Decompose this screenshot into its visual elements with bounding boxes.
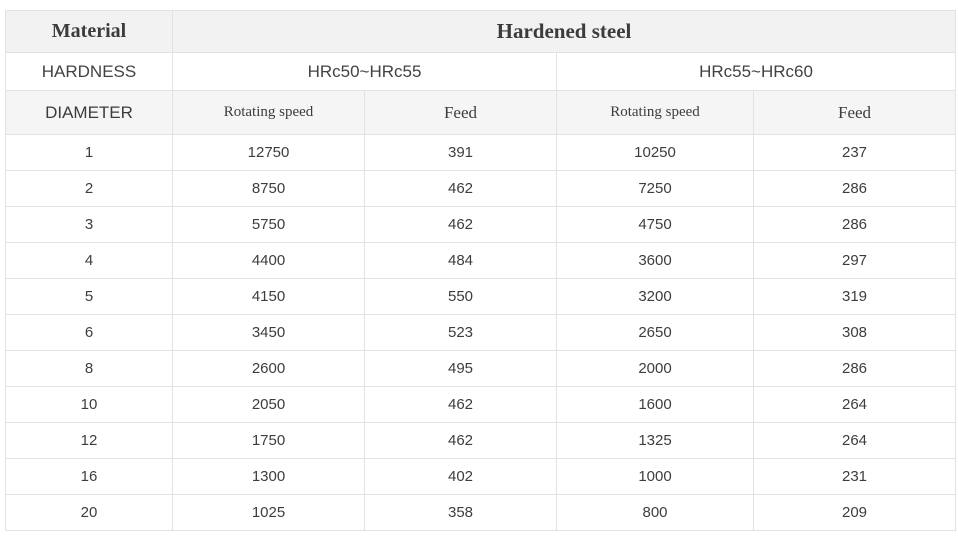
diameter-cell: 1 — [5, 134, 173, 171]
rotating-speed-value: 3200 — [556, 278, 754, 315]
feed-value: 550 — [364, 278, 557, 315]
rotating-speed-value: 2650 — [556, 314, 754, 351]
feed-value: 286 — [752, 206, 957, 243]
diameter-cell: 20 — [5, 494, 173, 531]
diameter-cell: 3 — [5, 206, 173, 243]
drilling-parameters-table: Material Hardened steel HARDNESS HRc50~H… — [5, 10, 957, 531]
rotating-speed-value: 1025 — [172, 494, 365, 531]
table-row: 10 2050 462 1600 264 — [5, 386, 957, 423]
table-header-rows: Material Hardened steel HARDNESS HRc50~H… — [5, 10, 957, 135]
rotating-speed-value: 10250 — [556, 134, 754, 171]
feed-value: 462 — [364, 206, 557, 243]
feed-header-1: Feed — [364, 90, 557, 135]
table-row: 2 8750 462 7250 286 — [5, 170, 957, 207]
rotating-speed-value: 2000 — [556, 350, 754, 387]
feed-header-2: Feed — [752, 90, 957, 135]
rotating-speed-value: 12750 — [172, 134, 365, 171]
feed-value: 319 — [752, 278, 957, 315]
material-value-cell: Hardened steel — [171, 10, 957, 53]
diameter-cell: 6 — [5, 314, 173, 351]
diameter-header-cell: DIAMETER — [5, 90, 173, 135]
rotating-speed-value: 1000 — [556, 458, 754, 495]
feed-value: 286 — [752, 350, 957, 387]
feed-value: 308 — [752, 314, 957, 351]
feed-value: 264 — [752, 386, 957, 423]
rotating-speed-value: 4400 — [172, 242, 365, 279]
feed-value: 297 — [752, 242, 957, 279]
rotating-speed-value: 2600 — [172, 350, 365, 387]
hardness-range-1-cell: HRc50~HRc55 — [172, 52, 557, 91]
rotating-speed-value: 1325 — [556, 422, 754, 459]
rotating-speed-value: 3450 — [172, 314, 365, 351]
diameter-cell: 2 — [5, 170, 173, 207]
feed-value: 391 — [364, 134, 557, 171]
feed-value: 231 — [752, 458, 957, 495]
rotating-speed-value: 5750 — [172, 206, 365, 243]
diameter-cell: 5 — [5, 278, 173, 315]
rotating-speed-value: 2050 — [172, 386, 365, 423]
rotating-speed-header-2: Rotating speed — [556, 90, 754, 135]
feed-value: 402 — [364, 458, 557, 495]
hardness-row: HARDNESS HRc50~HRc55 HRc55~HRc60 — [5, 52, 957, 91]
diameter-cell: 8 — [5, 350, 173, 387]
table-row: 20 1025 358 800 209 — [5, 494, 957, 531]
feed-value: 462 — [364, 170, 557, 207]
feed-value: 495 — [364, 350, 557, 387]
rotating-speed-value: 8750 — [172, 170, 365, 207]
diameter-cell: 12 — [5, 422, 173, 459]
feed-value: 264 — [752, 422, 957, 459]
rotating-speed-value: 1300 — [172, 458, 365, 495]
table-row: 16 1300 402 1000 231 — [5, 458, 957, 495]
feed-value: 462 — [364, 422, 557, 459]
rotating-speed-value: 7250 — [556, 170, 754, 207]
table-row: 6 3450 523 2650 308 — [5, 314, 957, 351]
feed-value: 286 — [752, 170, 957, 207]
rotating-speed-value: 800 — [556, 494, 754, 531]
table-row: 1 12750 391 10250 237 — [5, 134, 957, 171]
hardness-range-2-cell: HRc55~HRc60 — [555, 52, 957, 91]
feed-value: 358 — [364, 494, 557, 531]
material-header-cell: Material — [5, 10, 173, 53]
feed-value: 523 — [364, 314, 557, 351]
table-row: 5 4150 550 3200 319 — [5, 278, 957, 315]
rotating-speed-value: 4150 — [172, 278, 365, 315]
feed-value: 209 — [752, 494, 957, 531]
feed-value: 237 — [752, 134, 957, 171]
table-row: 4 4400 484 3600 297 — [5, 242, 957, 279]
feed-value: 462 — [364, 386, 557, 423]
feed-value: 484 — [364, 242, 557, 279]
hardness-header-cell: HARDNESS — [5, 52, 173, 91]
table-row: 8 2600 495 2000 286 — [5, 350, 957, 387]
diameter-cell: 10 — [5, 386, 173, 423]
table-row: 12 1750 462 1325 264 — [5, 422, 957, 459]
rotating-speed-value: 4750 — [556, 206, 754, 243]
rotating-speed-header-1: Rotating speed — [172, 90, 365, 135]
rotating-speed-value: 3600 — [556, 242, 754, 279]
diameter-cell: 16 — [5, 458, 173, 495]
material-row: Material Hardened steel — [5, 10, 957, 53]
table-data-rows: 1 12750 391 10250 237 2 8750 462 7250 28… — [5, 134, 957, 531]
rotating-speed-value: 1600 — [556, 386, 754, 423]
column-header-row: DIAMETER Rotating speed Feed Rotating sp… — [5, 90, 957, 135]
diameter-cell: 4 — [5, 242, 173, 279]
rotating-speed-value: 1750 — [172, 422, 365, 459]
table-row: 3 5750 462 4750 286 — [5, 206, 957, 243]
